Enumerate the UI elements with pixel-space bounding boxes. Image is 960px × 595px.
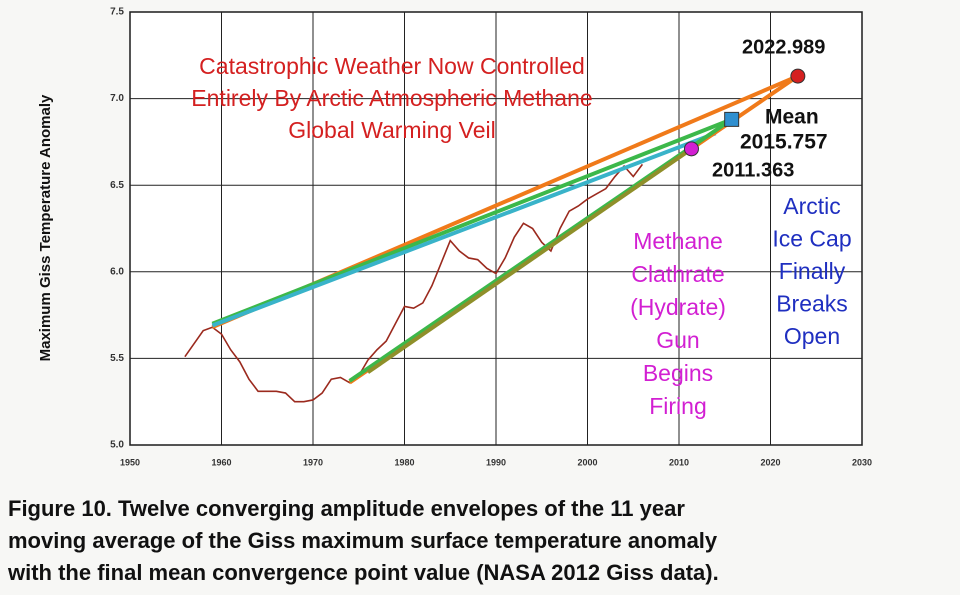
annotation: Gun [656, 327, 699, 353]
annotation: Catastrophic Weather Now Controlled [199, 53, 585, 79]
x-tick-label: 2010 [669, 457, 689, 467]
envelope-line [211, 117, 733, 326]
annotation: Clathrate [631, 261, 724, 287]
point-label: 2015.757 [740, 131, 828, 154]
y-tick-label: 6.0 [110, 266, 124, 277]
data-line [184, 163, 644, 403]
envelope-line [211, 131, 717, 328]
chart: Maximum Giss Temperature Anomaly 5.0 5.5 6… [37, 7, 872, 468]
x-tick-label: 2000 [577, 457, 597, 467]
point-label: 2011.363 [712, 159, 794, 181]
x-tick-label: 1990 [486, 457, 506, 467]
y-tick-label: 7.5 [110, 7, 124, 18]
x-tick-label: 1950 [120, 457, 140, 467]
envelope-line [366, 147, 693, 374]
annotation: Firing [649, 393, 707, 419]
annotation: (Hydrate) [630, 294, 726, 320]
y-tick-label: 5.0 [110, 440, 124, 451]
annotation: Arctic [783, 193, 841, 219]
annotation: Entirely By Arctic Atmospheric Methane [191, 85, 592, 111]
annotation: Ice Cap [772, 226, 851, 252]
point-label: 2022.989 [742, 36, 825, 58]
y-tick-label: 7.0 [110, 93, 124, 104]
x-tick-label: 2030 [852, 457, 872, 467]
caption-line: Figure 10. Twelve converging amplitude e… [8, 496, 685, 521]
x-tick-label: 2020 [760, 457, 780, 467]
annotation: Methane [633, 228, 723, 254]
y-tick-label: 6.5 [110, 180, 124, 191]
annotation: Breaks [776, 291, 848, 317]
annotation: Mean [765, 106, 819, 129]
x-tick-label: 1970 [303, 457, 323, 467]
y-tick-label: 5.5 [110, 353, 124, 364]
annotation: Open [784, 323, 840, 349]
point [790, 68, 806, 84]
x-tick-label: 1960 [211, 457, 231, 467]
point [683, 141, 699, 157]
caption-line: moving average of the Giss maximum surfa… [8, 528, 718, 553]
annotation: Global Warming Veil [288, 117, 496, 143]
annotation: Begins [643, 360, 713, 386]
x-tick-label: 1980 [394, 457, 414, 467]
annotation: Finally [779, 258, 846, 284]
y-axis-label: Maximum Giss Temperature Anomaly [37, 94, 54, 361]
caption-line: with the final mean convergence point va… [8, 560, 719, 585]
point [724, 111, 740, 127]
